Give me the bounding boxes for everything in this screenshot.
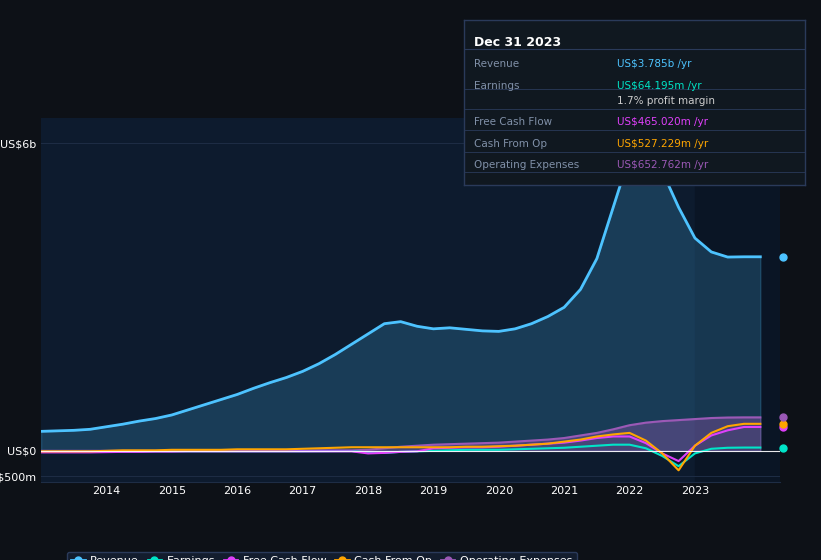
Text: Dec 31 2023: Dec 31 2023 [474,36,562,49]
Text: 1.7% profit margin: 1.7% profit margin [617,96,715,106]
Text: US$465.020m /yr: US$465.020m /yr [617,117,709,127]
Text: Free Cash Flow: Free Cash Flow [474,117,553,127]
Text: Revenue: Revenue [474,59,519,69]
Text: Cash From Op: Cash From Op [474,138,547,148]
Text: Operating Expenses: Operating Expenses [474,160,580,170]
Legend: Revenue, Earnings, Free Cash Flow, Cash From Op, Operating Expenses: Revenue, Earnings, Free Cash Flow, Cash … [67,552,577,560]
Text: US$3.785b /yr: US$3.785b /yr [617,59,691,69]
Text: Earnings: Earnings [474,81,520,91]
Text: US$652.762m /yr: US$652.762m /yr [617,160,709,170]
Text: US$64.195m /yr: US$64.195m /yr [617,81,702,91]
Text: US$527.229m /yr: US$527.229m /yr [617,138,709,148]
Bar [695,118,821,482]
